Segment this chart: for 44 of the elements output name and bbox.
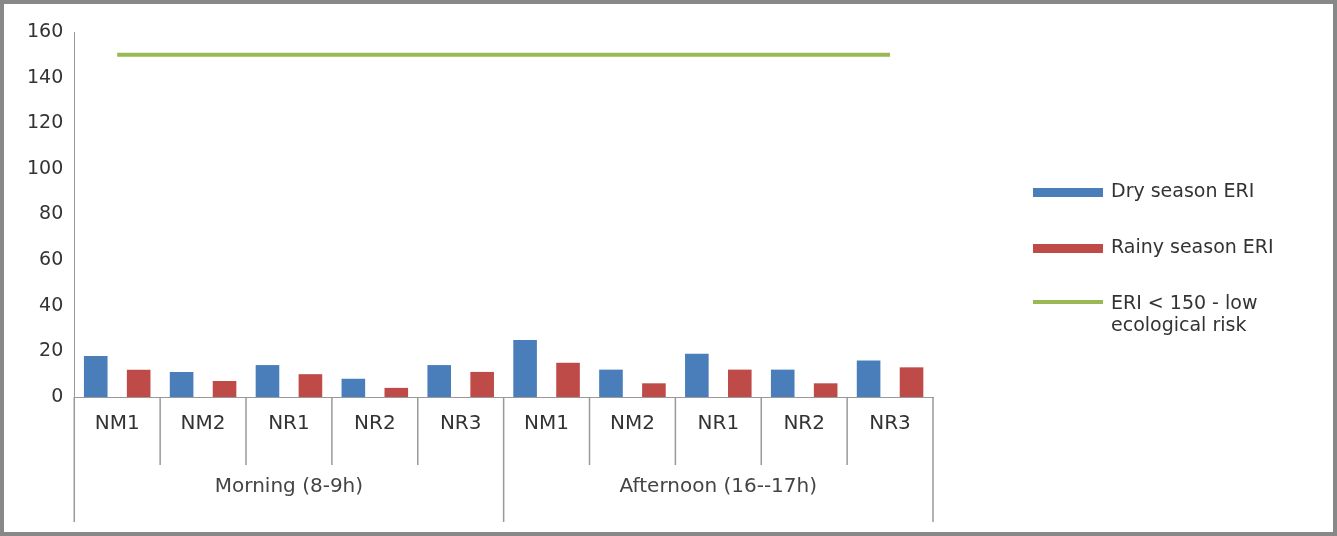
bar	[298, 374, 323, 397]
x-tick-label: NM1	[94, 410, 140, 435]
y-tick-label: 140	[27, 64, 64, 87]
bar	[384, 387, 409, 397]
bar	[255, 365, 280, 397]
x-tick-label: NR1	[268, 410, 310, 435]
y-tick-label: 40	[39, 292, 64, 315]
legend-label: Rainy season ERI	[1111, 235, 1274, 257]
bar	[169, 371, 194, 397]
bar	[642, 383, 666, 397]
bar	[556, 362, 580, 397]
bar	[212, 381, 237, 397]
x-tick-label: NR1	[697, 410, 740, 435]
x-tick-label: NM2	[609, 410, 655, 435]
legend-label: Dry season ERI	[1111, 179, 1255, 201]
x-tick-label: NM2	[180, 410, 226, 435]
y-tick-label: 60	[39, 247, 64, 270]
text: Afternoon (16--17h)	[619, 473, 818, 498]
x-tick-label: NR2	[354, 410, 396, 435]
y-tick-label: 0	[51, 383, 64, 406]
bar	[727, 369, 752, 397]
legend-label: ERI < 150 - low ecological risk	[1111, 291, 1259, 335]
y-tick-label: 20	[39, 338, 64, 361]
bar	[685, 353, 709, 397]
x-tick-label: NR3	[869, 410, 911, 435]
bar	[813, 383, 838, 397]
y-tick-label: 100	[27, 155, 64, 178]
bar	[341, 378, 366, 397]
bar	[470, 371, 494, 397]
bar	[899, 367, 924, 397]
bar	[770, 369, 795, 397]
bar	[513, 339, 537, 397]
y-tick-label: 80	[39, 201, 64, 224]
bar	[599, 369, 623, 397]
x-tick-label: NR3	[439, 410, 482, 435]
y-tick-label: 160	[27, 18, 64, 41]
bar	[427, 365, 452, 397]
bar	[126, 369, 151, 397]
x-tick-label: NR2	[783, 410, 825, 435]
y-tick-label: 120	[27, 110, 64, 133]
x-tick-label: NM1	[524, 410, 570, 435]
bar	[83, 355, 108, 397]
text: Morning (8-9h)	[214, 473, 364, 498]
bar	[856, 360, 881, 397]
